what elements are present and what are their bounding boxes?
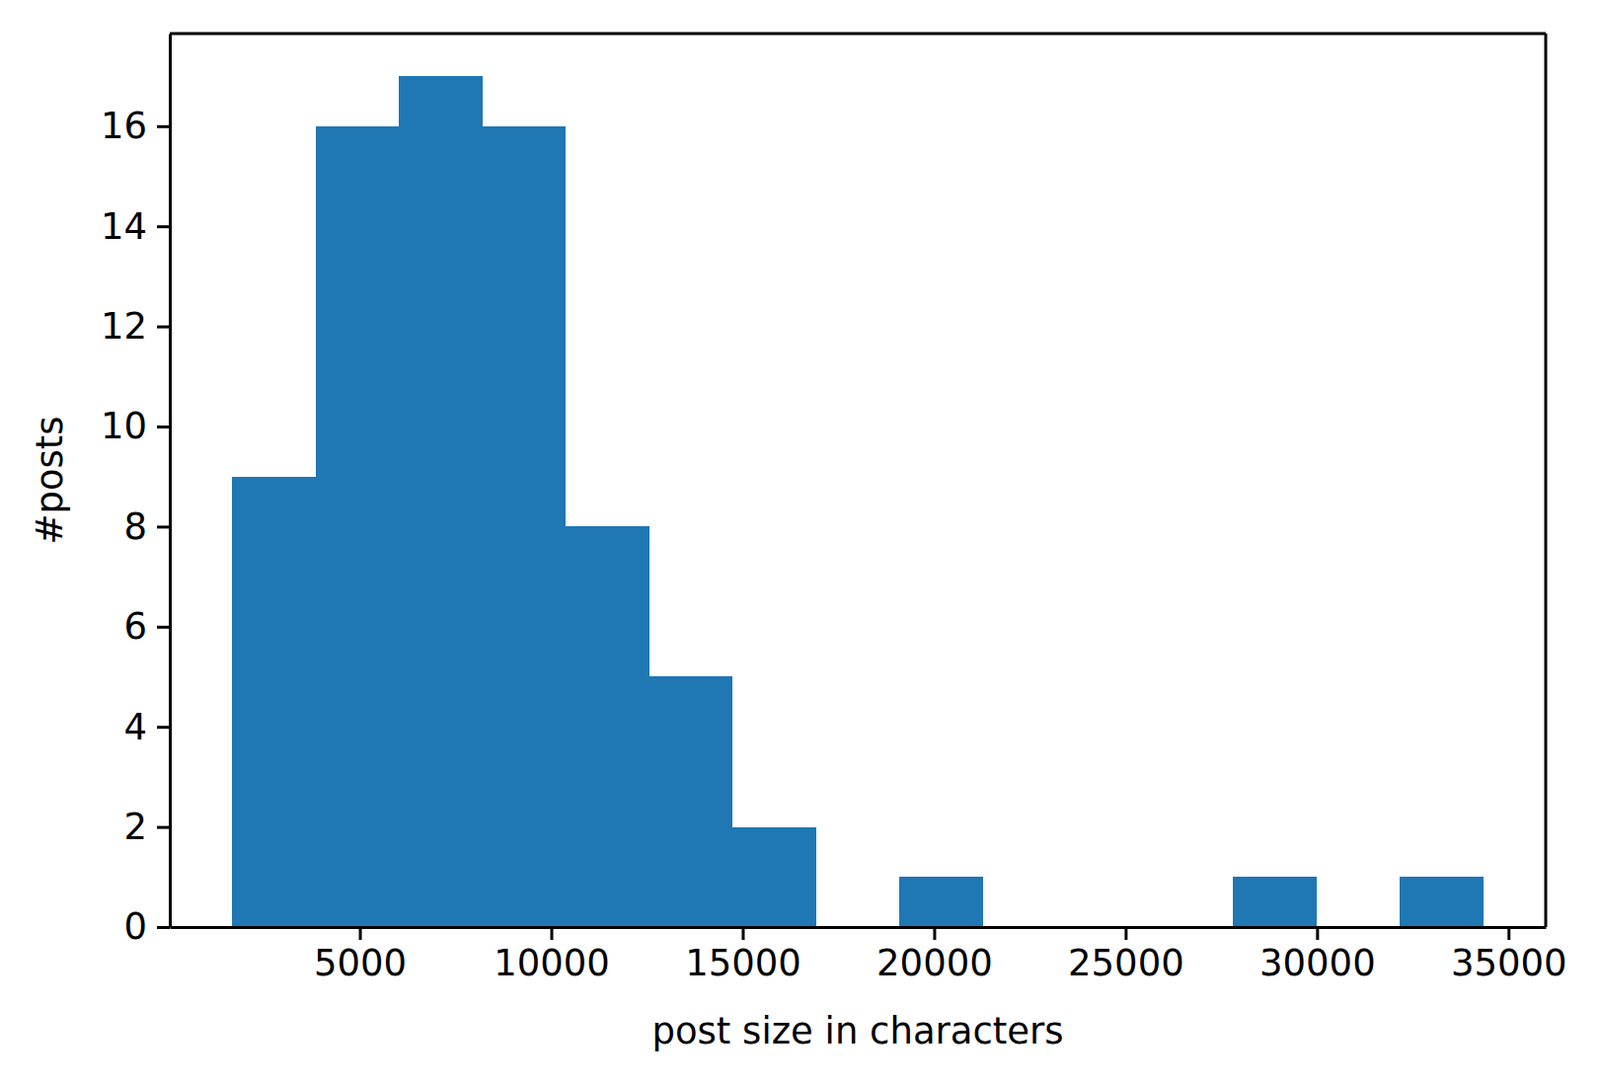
y-tick-mark	[156, 425, 170, 429]
y-tick-mark	[156, 125, 170, 129]
x-tick-mark	[932, 926, 936, 940]
x-tick-mark	[1124, 926, 1128, 940]
x-tick-label: 30000	[1259, 941, 1376, 985]
x-tick-mark	[359, 926, 363, 940]
y-tick-label: 16	[100, 104, 148, 148]
y-tick-label: 8	[123, 505, 148, 548]
y-tick-label: 14	[100, 205, 148, 248]
bars	[231, 76, 1483, 927]
y-axis-line	[168, 34, 172, 928]
x-tick-label: 10000	[493, 941, 610, 985]
bar	[1399, 876, 1483, 927]
bar	[565, 526, 649, 927]
y-tick-label: 4	[123, 705, 148, 749]
y-tick: 2	[123, 805, 170, 848]
bar	[482, 126, 566, 927]
y-tick-label: 2	[123, 805, 148, 848]
y-tick: 16	[100, 104, 170, 148]
x-tick-mark	[550, 926, 554, 940]
chart: 5000 10000 15000 20000 25000 30000 35000 0 2 4 6 8 1…	[0, 0, 1600, 1085]
bar	[315, 126, 399, 927]
x-tick: 25000	[1067, 926, 1185, 985]
y-tick: 6	[123, 605, 170, 648]
x-axis-line	[170, 925, 1547, 929]
y-tick-label: 0	[123, 905, 148, 948]
bar	[398, 76, 482, 927]
y-tick-mark	[156, 525, 170, 529]
x-tick-mark	[1507, 926, 1511, 940]
bar	[649, 676, 733, 927]
x-tick: 10000	[493, 926, 610, 985]
y-tick-mark	[156, 925, 170, 929]
y-axis: 0 2 4 6 8 10 12 14 16	[100, 34, 171, 949]
y-tick: 10	[100, 404, 170, 448]
y-tick: 12	[100, 304, 170, 348]
x-tick: 5000	[313, 926, 407, 985]
y-tick: 8	[123, 505, 170, 548]
x-tick-mark	[1315, 926, 1319, 940]
x-tick-label: 5000	[313, 941, 407, 985]
y-tick-mark	[156, 225, 170, 229]
y-tick: 14	[100, 205, 170, 248]
bar	[732, 827, 816, 927]
y-tick-mark	[156, 826, 170, 830]
y-tick-mark	[156, 625, 170, 629]
x-axis-title: post size in characters	[651, 1009, 1064, 1053]
y-tick: 0	[123, 905, 170, 948]
y-tick-mark	[156, 325, 170, 329]
x-tick: 20000	[876, 926, 993, 985]
x-tick-label: 35000	[1450, 941, 1568, 985]
y-tick-label: 6	[123, 605, 148, 648]
bar	[899, 876, 983, 927]
bar	[1232, 876, 1316, 927]
x-tick-label: 20000	[876, 941, 993, 985]
x-tick: 35000	[1450, 926, 1568, 985]
plot-background	[169, 33, 1546, 927]
y-axis-title: #posts	[28, 415, 72, 544]
x-tick-label: 15000	[685, 941, 802, 985]
x-tick: 15000	[685, 926, 802, 985]
y-tick-label: 10	[100, 404, 148, 448]
y-tick: 4	[123, 705, 170, 749]
x-tick-mark	[741, 926, 745, 940]
bar	[231, 476, 315, 927]
x-axis: 5000 10000 15000 20000 25000 30000 35000	[170, 926, 1568, 985]
x-tick: 30000	[1259, 926, 1376, 985]
top-spine	[169, 32, 1546, 36]
y-tick-mark	[156, 725, 170, 729]
right-spine	[1544, 33, 1548, 927]
y-tick-label: 12	[100, 304, 148, 348]
x-tick-label: 25000	[1067, 941, 1185, 985]
